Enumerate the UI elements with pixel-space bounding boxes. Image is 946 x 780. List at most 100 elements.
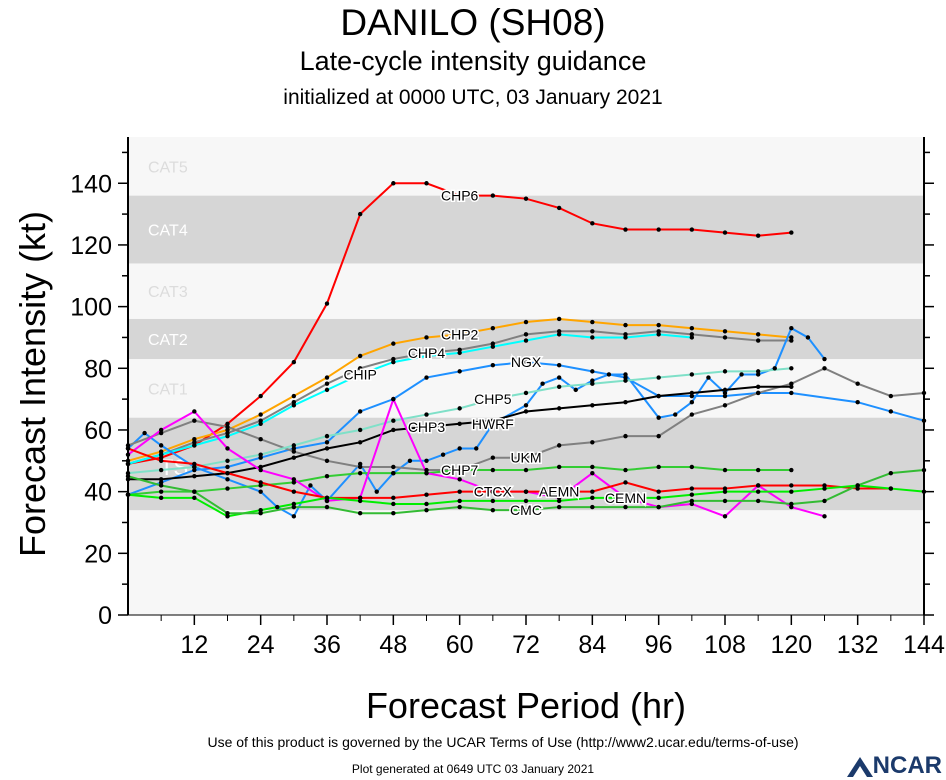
data-point-chp3 [590, 403, 595, 408]
data-point-chp6 [391, 181, 396, 186]
x-tick-label: 84 [578, 631, 606, 659]
x-tick-label: 132 [837, 631, 879, 659]
band-cat5 [128, 137, 924, 196]
data-point-cmc [324, 504, 330, 510]
data-point-ngx [623, 375, 628, 380]
data-point-ctcx [556, 495, 562, 501]
data-point-chp2 [523, 319, 529, 325]
x-tick-label: 144 [903, 631, 945, 659]
data-point-chp2 [623, 322, 628, 328]
data-point-hwrf [440, 452, 446, 457]
data-point-ukm [125, 443, 131, 448]
x-tick-label: 108 [704, 631, 746, 659]
x-tick-label: 120 [770, 631, 812, 659]
data-point-ngx [225, 464, 230, 470]
band-ts [128, 417, 924, 511]
data-point-chp5 [523, 390, 529, 396]
y-tick-label: 120 [70, 232, 112, 260]
data-point-chip [590, 335, 595, 340]
data-point-ctcx [689, 501, 695, 507]
ncar-logo: NCAR [846, 752, 942, 780]
data-point-chp6 [291, 359, 297, 365]
data-point-ukm [689, 412, 695, 417]
series-label-hwrf: HWRF [472, 416, 514, 432]
data-point-cmc [789, 501, 794, 507]
data-point-chp2 [590, 319, 595, 325]
data-point-chp6 [722, 230, 728, 235]
data-point-cemn [822, 486, 827, 491]
data-point-chp4 [424, 350, 429, 356]
data-point-ctcx [192, 409, 197, 414]
data-point-cmc [424, 507, 429, 513]
data-point-chip [357, 372, 363, 377]
y-tick-label: 40 [84, 479, 112, 507]
ncar-logo-text: NCAR [872, 752, 942, 779]
data-point-ukm [656, 433, 661, 439]
data-point-chip [523, 338, 529, 343]
data-point-chp5 [357, 427, 363, 433]
data-point-chp6 [755, 233, 761, 238]
data-point-chp3 [755, 384, 761, 389]
data-point-chp5 [556, 384, 562, 389]
data-point-cmc [457, 504, 462, 510]
data-point-hwrf [424, 458, 429, 464]
data-point-cmc [357, 511, 363, 516]
data-point-cmc [192, 489, 197, 494]
data-point-ukm [357, 464, 363, 470]
data-point-chp6 [357, 211, 363, 217]
data-point-ngx [921, 418, 927, 423]
data-point-chp7 [457, 467, 462, 473]
series-line-ngx [127, 361, 925, 496]
data-point-ctcx [225, 446, 230, 451]
terms-of-use: Use of this product is governed by the U… [207, 734, 799, 750]
x-axis-label: Forecast Period (hr) [366, 685, 686, 726]
data-point-ukm [192, 418, 197, 423]
data-point-cemn [755, 489, 761, 494]
data-point-ngx [258, 455, 263, 460]
data-point-chp3 [722, 387, 728, 393]
data-point-chp6 [158, 455, 164, 460]
data-point-ngx [192, 467, 197, 473]
data-point-chp2 [258, 412, 263, 417]
y-tick-label: 0 [98, 602, 112, 630]
data-point-chp2 [158, 449, 164, 454]
data-point-chp2 [457, 332, 462, 337]
data-point-hwrf [590, 378, 595, 383]
data-point-cmc [888, 470, 894, 476]
data-point-hwrf [739, 372, 744, 377]
data-point-ctcx [258, 467, 263, 473]
data-point-cmc [623, 504, 628, 510]
series-label-chp4: CHP4 [408, 345, 446, 361]
data-point-ngx [158, 480, 164, 485]
data-point-hwrf [374, 489, 379, 494]
data-point-ukm [391, 464, 396, 470]
data-point-chp5 [324, 433, 330, 439]
data-point-ukm [258, 437, 263, 442]
data-point-cmc [125, 474, 131, 479]
data-point-chp2 [391, 341, 396, 346]
data-point-chp3 [689, 390, 695, 396]
data-point-hwrf [606, 372, 612, 377]
data-point-chp2 [291, 393, 297, 399]
data-point-chp7 [523, 467, 529, 473]
data-point-cemn [391, 501, 396, 507]
data-point-hwrf [755, 372, 761, 377]
data-point-ukm [921, 390, 927, 396]
data-point-chp4 [789, 338, 794, 343]
data-point-chp3 [424, 424, 429, 430]
data-point-cemn [258, 507, 263, 513]
data-point-chp3 [391, 427, 396, 433]
data-point-chp2 [125, 458, 131, 464]
generated-time: Plot generated at 0649 UTC 03 January 20… [351, 762, 595, 776]
data-point-hwrf [308, 483, 313, 488]
data-point-chp7 [391, 470, 396, 476]
data-point-cmc [689, 498, 695, 504]
data-point-chp5 [789, 366, 794, 371]
data-point-ukm [424, 467, 429, 473]
data-point-hwrf [258, 489, 263, 494]
data-point-aemn [457, 489, 462, 494]
data-point-ukm [291, 449, 297, 454]
data-point-cemn [324, 495, 330, 501]
data-point-chip [125, 461, 131, 467]
